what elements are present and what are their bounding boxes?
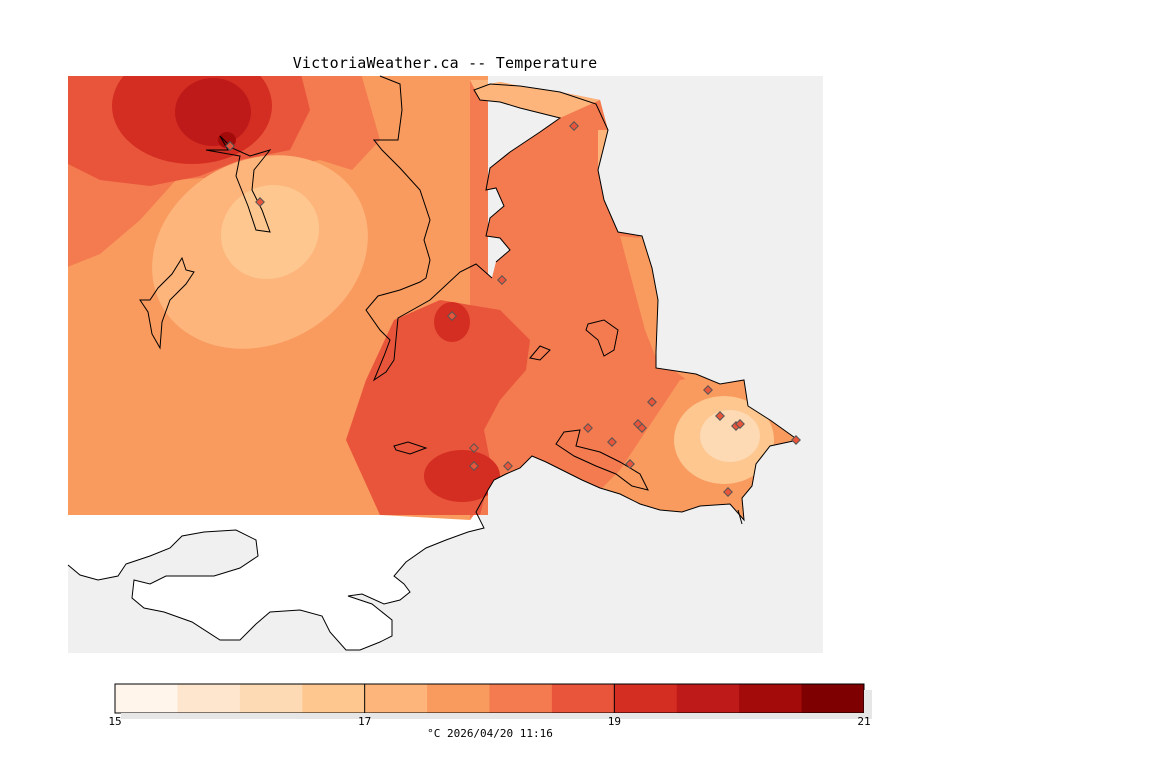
station-marker	[723, 487, 733, 497]
legend-swatch	[489, 684, 553, 713]
station-marker	[503, 461, 513, 471]
station-marker	[583, 423, 593, 433]
station-marker	[447, 311, 457, 321]
legend-swatch	[302, 684, 366, 713]
map-title: VictoriaWeather.ca -- Temperature	[292, 54, 598, 72]
station-marker	[607, 437, 617, 447]
station-marker	[637, 423, 647, 433]
southern-landmass	[68, 515, 484, 650]
station-marker	[703, 385, 713, 395]
legend-swatch	[676, 684, 740, 713]
legend-tick-label: 17	[358, 715, 372, 728]
station-marker	[715, 411, 725, 421]
legend-swatch	[364, 684, 428, 713]
station-marker	[225, 141, 235, 151]
coastlines	[67, 75, 800, 651]
legend-swatch	[614, 684, 678, 713]
legend-swatch	[177, 684, 241, 713]
legend-swatch	[239, 684, 303, 713]
legend-tick-label: 15	[108, 715, 122, 728]
station-marker	[791, 435, 801, 445]
station-marker	[497, 275, 507, 285]
station-marker	[255, 197, 265, 207]
temperature-contours	[68, 76, 798, 520]
legend-tick-label: 21	[857, 715, 871, 728]
station-marker	[735, 419, 745, 429]
station-marker	[469, 461, 479, 471]
legend-swatch	[551, 684, 615, 713]
legend-caption: °C 2026/04/20 11:16	[427, 727, 553, 740]
legend-tick-label: 19	[607, 715, 621, 728]
legend-swatch	[115, 684, 178, 713]
station-marker	[469, 443, 479, 453]
legend-shadow-bottom	[121, 713, 872, 719]
legend-swatch	[739, 684, 803, 713]
legend-shadow	[864, 690, 872, 719]
legend-swatch	[427, 684, 490, 713]
station-marker	[625, 459, 635, 469]
station-markers	[225, 121, 801, 497]
station-marker	[569, 121, 579, 131]
legend-swatch	[801, 684, 865, 713]
station-marker	[647, 397, 657, 407]
